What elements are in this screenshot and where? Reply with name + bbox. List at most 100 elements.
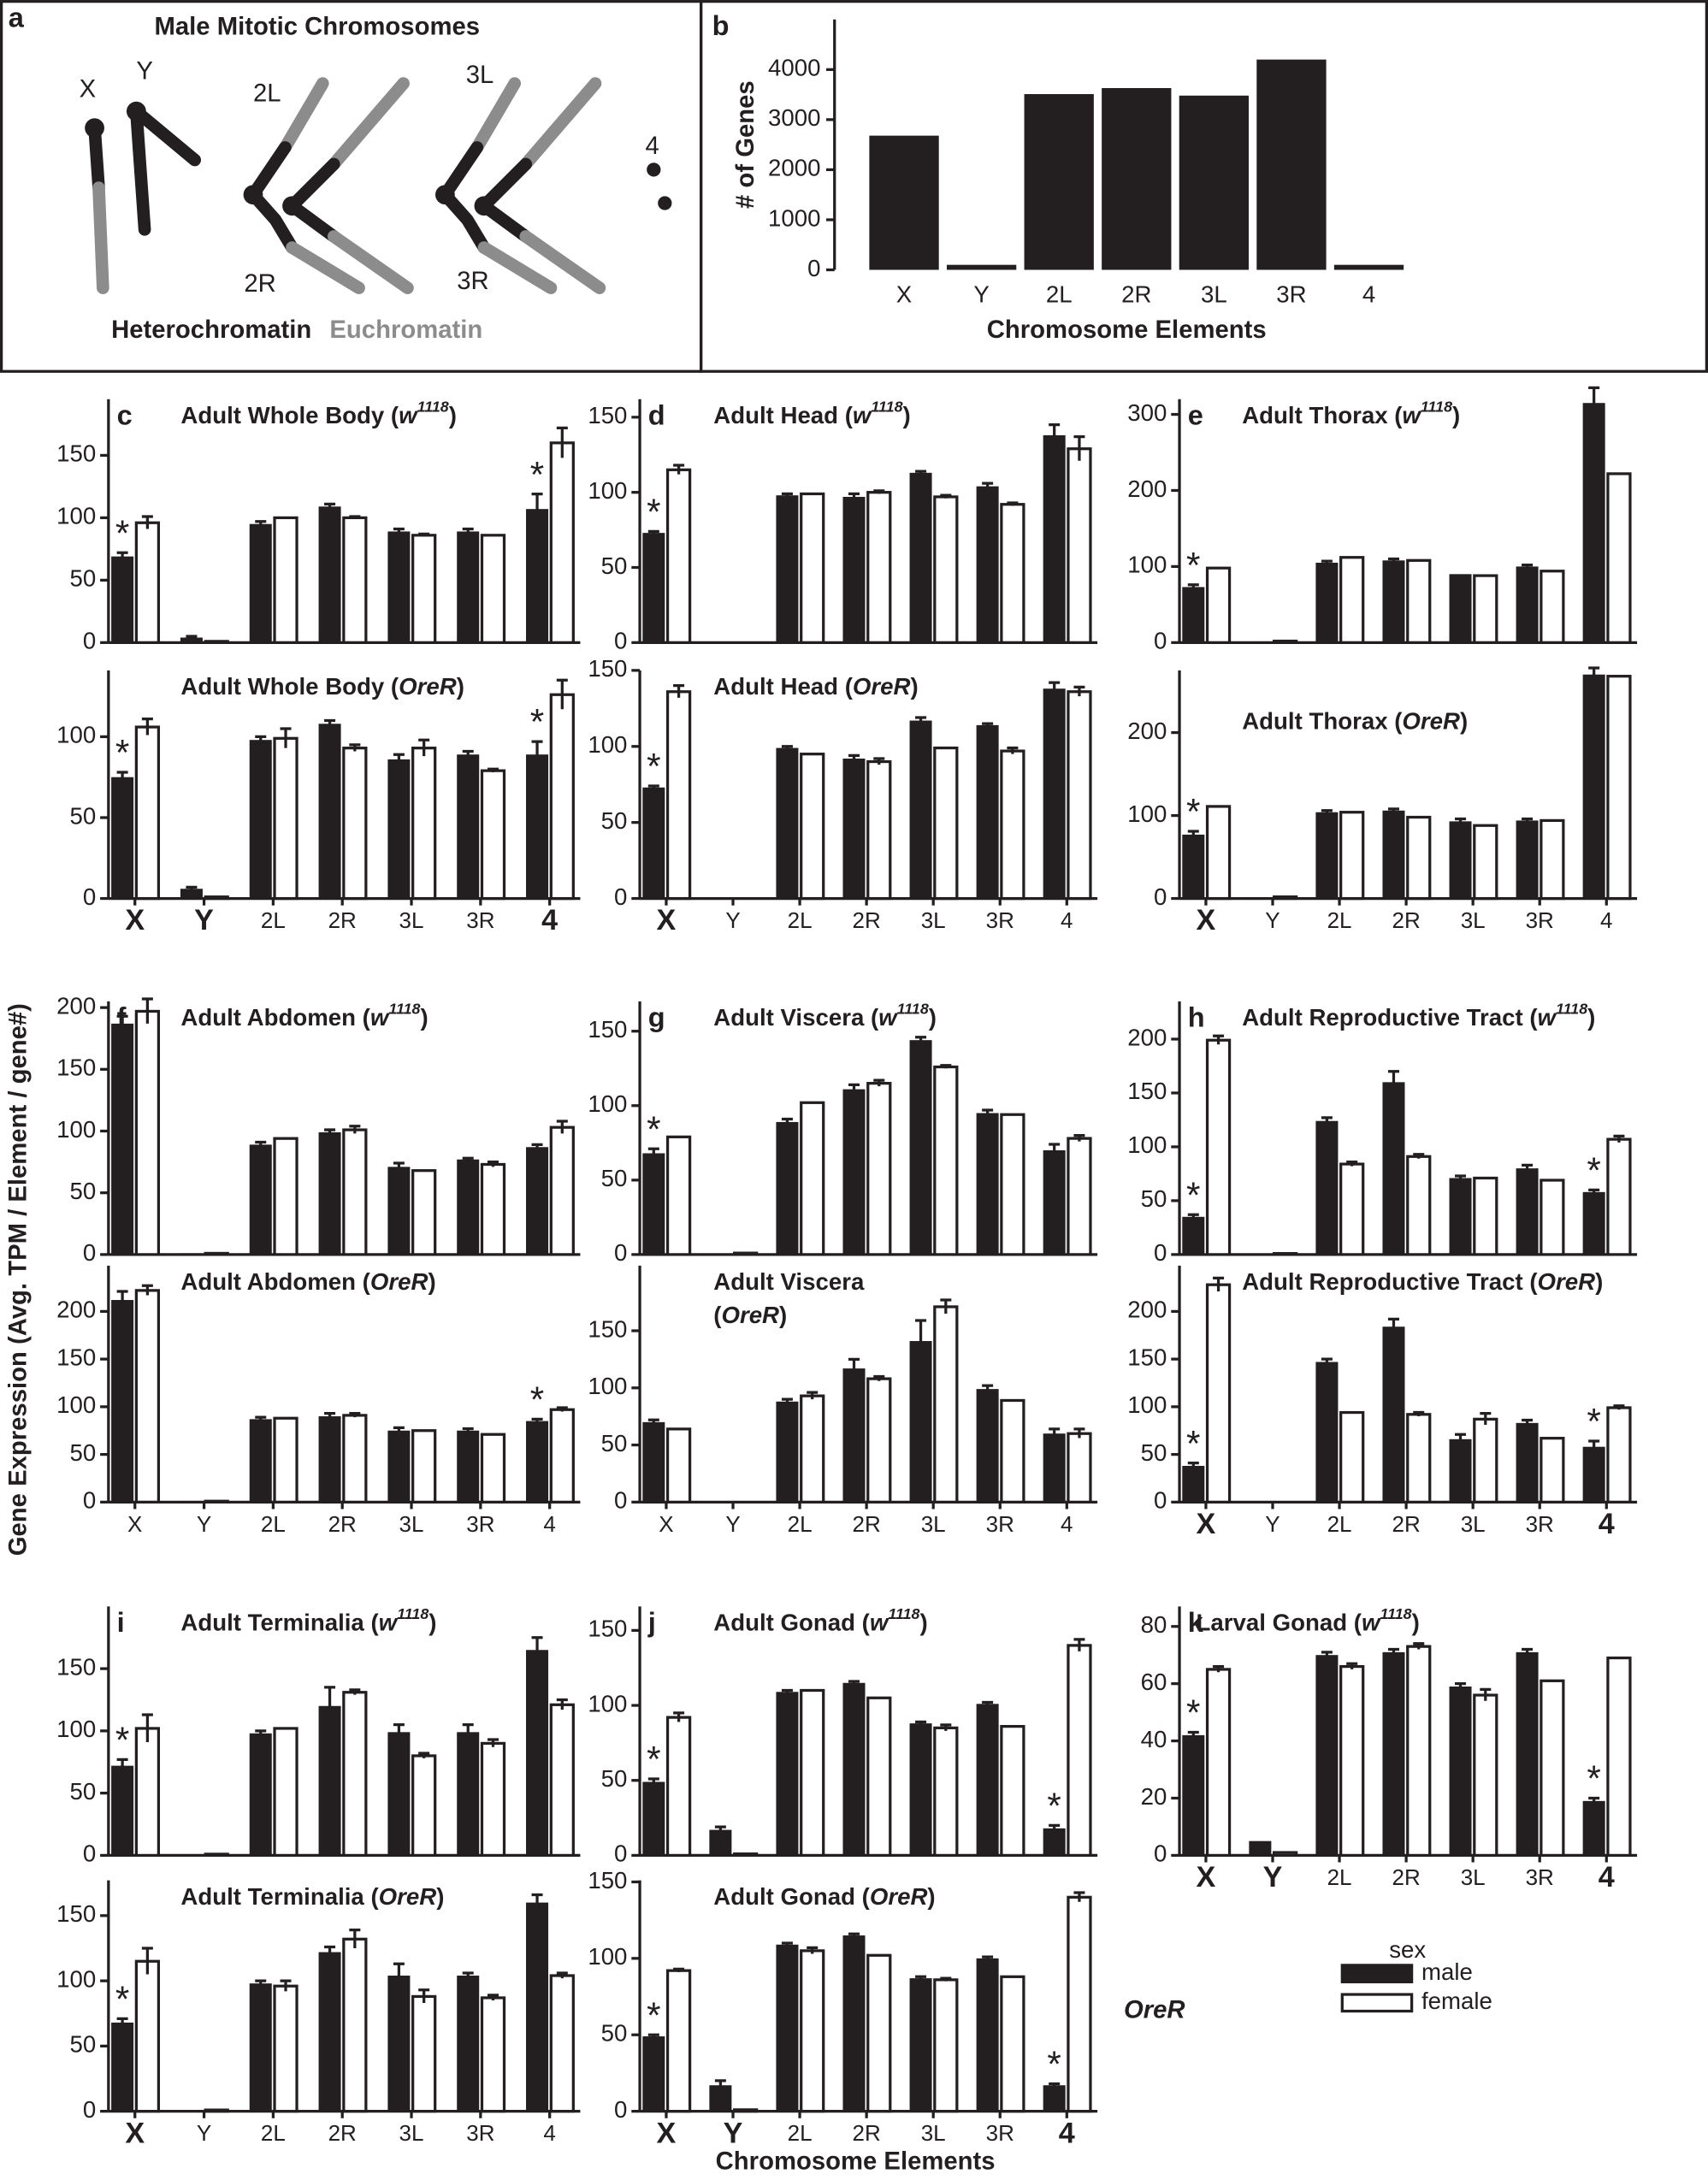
- bar: [1315, 562, 1339, 643]
- euchromatin: [327, 230, 414, 294]
- bar: [665, 1716, 692, 1858]
- x-tick-label: 3R: [986, 2120, 1014, 2146]
- y-tick-label: 100: [56, 722, 96, 748]
- heterochromatin: [439, 141, 491, 254]
- x-tick-label: 4: [1600, 907, 1612, 933]
- y-tick-label: 0: [1154, 628, 1167, 654]
- error-bar: [531, 1636, 543, 1663]
- bar: [1249, 1840, 1272, 1856]
- bar: [111, 1300, 134, 1503]
- x-tick-label: 3R: [466, 2120, 494, 2146]
- error-bar: [141, 997, 153, 1024]
- y-tick-label: 50: [1141, 1439, 1167, 1466]
- heterochromatin: [88, 121, 105, 194]
- bar: [1043, 688, 1066, 899]
- bar: [342, 1414, 368, 1504]
- bar: [1339, 811, 1365, 901]
- bar: [976, 1704, 999, 1856]
- euchromatin: [470, 77, 522, 154]
- bar: [1000, 749, 1025, 901]
- title-part: ): [1412, 1610, 1420, 1636]
- error-bar: [116, 771, 128, 783]
- bar: [933, 1065, 959, 1256]
- y-tick-label: 100: [588, 1373, 627, 1399]
- y-tick-label: 0: [1154, 1239, 1167, 1266]
- bar: [642, 1153, 665, 1255]
- bar: [1516, 1651, 1539, 1856]
- y-tick-label: 100: [588, 1090, 627, 1117]
- x-tick-label: 4: [1599, 1861, 1615, 1893]
- error-bar: [1049, 2082, 1061, 2088]
- bar: [1249, 1253, 1272, 1255]
- bar: [1540, 1437, 1565, 1504]
- error-bar: [714, 1825, 726, 1834]
- bar: [480, 1162, 506, 1256]
- x-tick-label: X: [657, 904, 677, 936]
- bar: [204, 640, 229, 644]
- bar: [204, 1251, 229, 1256]
- y-tick-label: 20: [1141, 1783, 1167, 1810]
- bar: [1406, 815, 1432, 901]
- panel-label: k: [1188, 1607, 1204, 1638]
- error-bar: [186, 885, 198, 891]
- title-part: ): [428, 1610, 436, 1636]
- error-bar: [531, 1417, 543, 1423]
- legend-euchromatin: Euchromatin: [329, 316, 482, 344]
- bar: [249, 740, 272, 899]
- bar: [526, 1650, 549, 1856]
- chromosome-label: Y: [136, 57, 153, 85]
- error-bar: [940, 493, 952, 499]
- bar: [480, 769, 506, 901]
- bar: [249, 1983, 272, 2112]
- bar: [1249, 897, 1272, 899]
- bar: [111, 2022, 134, 2112]
- panel-b-frame: [699, 0, 1708, 373]
- error-bar: [487, 767, 499, 773]
- chart-title: Larval Gonad (w1118): [1197, 1605, 1420, 1636]
- x-tick-label: 3L: [921, 2120, 946, 2146]
- bar: [976, 724, 999, 899]
- x-tick-label: 3R: [466, 1511, 494, 1537]
- bar: [1406, 1155, 1432, 1256]
- x-tick-label: X: [1197, 1508, 1216, 1540]
- error-bar: [556, 1120, 568, 1134]
- bar: [642, 2036, 665, 2112]
- euchromatin: [519, 77, 602, 171]
- error-bar: [873, 757, 885, 765]
- bar: [1449, 1439, 1472, 1503]
- bar: [318, 1952, 341, 2112]
- error-bar: [1613, 1404, 1625, 1410]
- bar: [1205, 1668, 1232, 1858]
- error-bar: [673, 1967, 685, 1972]
- chromosome-label: 3R: [457, 268, 488, 295]
- error-bar: [647, 1147, 659, 1158]
- bar: [1043, 1150, 1066, 1255]
- y-axis-title: Gene Expression (Avg. TPM / Element / ge…: [5, 1003, 33, 1556]
- bar: [480, 1741, 506, 1858]
- bar: [342, 1937, 368, 2113]
- x-tick-label: Y: [1265, 1511, 1280, 1537]
- bar: [134, 1289, 161, 1504]
- error-bar: [349, 515, 361, 519]
- chromosome-label: 4: [646, 133, 659, 160]
- bar: [249, 1419, 272, 1503]
- error-bar: [647, 2033, 659, 2038]
- bar: [866, 1953, 892, 2113]
- error-bar: [1187, 1213, 1199, 1220]
- x-tick-label: 2R: [1392, 1511, 1420, 1537]
- legend-title: sex: [1389, 1936, 1426, 1963]
- bar: [249, 523, 272, 643]
- title-part: w: [1402, 402, 1421, 428]
- legend-swatch: [1340, 1993, 1414, 2013]
- bar: [342, 516, 368, 644]
- bar: [1582, 1446, 1605, 1503]
- bar: [526, 754, 549, 899]
- euchromatin: [327, 77, 410, 171]
- bar: [1205, 1283, 1232, 1504]
- y-tick-label: 60: [1141, 1669, 1167, 1695]
- bar: [273, 1137, 298, 1256]
- significance-marker: *: [647, 747, 660, 787]
- title-part: w: [878, 1004, 898, 1031]
- error-bar: [1049, 422, 1061, 446]
- bar: [1473, 824, 1498, 901]
